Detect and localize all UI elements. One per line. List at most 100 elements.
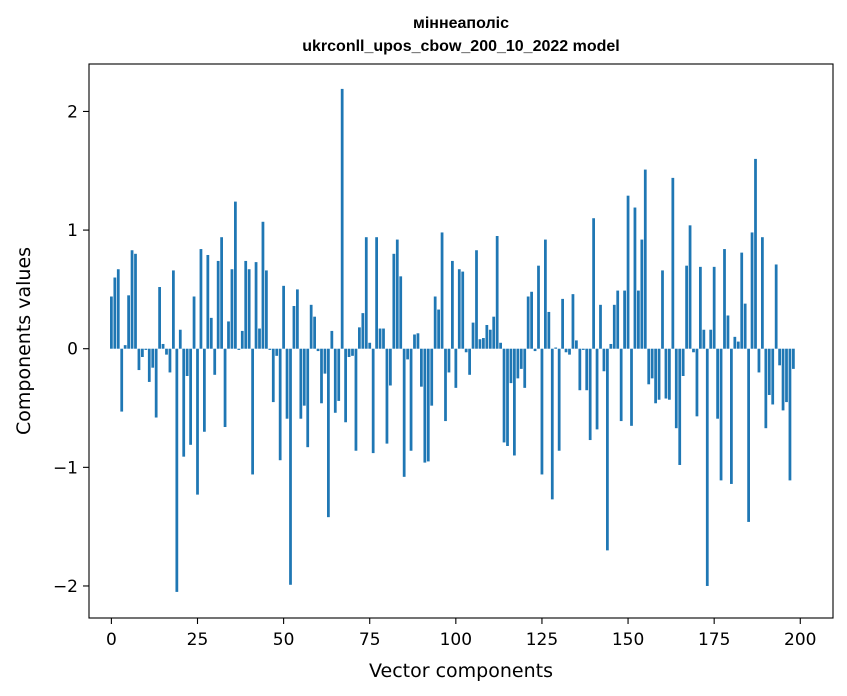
bar-20 <box>178 329 182 349</box>
bar-112 <box>495 236 499 349</box>
bar-1 <box>113 277 117 349</box>
bar-3 <box>120 348 124 412</box>
bar-65 <box>333 348 337 413</box>
bar-7 <box>134 253 137 349</box>
bar-55 <box>299 348 303 419</box>
bar-37 <box>237 348 241 350</box>
bar-64 <box>330 330 334 349</box>
x-tick-label: 175 <box>698 630 730 650</box>
bar-103 <box>464 348 468 353</box>
bar-84 <box>399 276 403 349</box>
bar-160 <box>661 270 664 349</box>
bar-79 <box>382 328 385 349</box>
bar-127 <box>547 311 551 349</box>
bar-149 <box>623 290 626 349</box>
bar-181 <box>733 336 737 349</box>
bar-93 <box>430 348 434 406</box>
bar-132 <box>564 348 568 353</box>
bar-136 <box>578 348 582 391</box>
bar-182 <box>736 341 740 349</box>
x-tick-label: 25 <box>187 630 209 650</box>
chart-subtitle: ukrconll_upos_cbow_200_10_2022 model <box>302 38 619 55</box>
bar-184 <box>743 303 747 349</box>
bar-19 <box>175 348 179 592</box>
bar-171 <box>699 266 702 349</box>
bar-67 <box>340 88 344 349</box>
bar-130 <box>557 348 561 451</box>
bar-17 <box>168 348 172 373</box>
bar-39 <box>244 260 248 349</box>
bar-86 <box>406 348 409 360</box>
bar-116 <box>509 348 513 384</box>
bar-47 <box>271 348 275 403</box>
bar-170 <box>695 348 699 417</box>
bar-134 <box>571 294 575 349</box>
bar-83 <box>395 239 399 349</box>
bar-192 <box>771 348 775 405</box>
bar-77 <box>375 237 378 349</box>
bar-100 <box>454 348 458 388</box>
bar-102 <box>461 271 465 349</box>
bar-27 <box>203 348 206 432</box>
bar-190 <box>764 348 768 429</box>
bar-87 <box>409 348 413 451</box>
bar-154 <box>640 239 644 349</box>
bar-75 <box>368 342 372 349</box>
x-tick-label: 100 <box>440 630 472 650</box>
bar-166 <box>681 348 685 376</box>
bar-30 <box>213 348 217 375</box>
bar-194 <box>778 348 781 366</box>
bar-177 <box>719 348 723 481</box>
bar-146 <box>612 304 616 349</box>
bar-5 <box>127 295 130 349</box>
bar-180 <box>730 348 733 484</box>
bar-94 <box>433 296 437 349</box>
bar-118 <box>516 348 520 379</box>
bar-155 <box>643 169 647 349</box>
bar-52 <box>289 348 292 585</box>
bar-138 <box>585 348 589 391</box>
bar-187 <box>754 158 757 349</box>
bar-82 <box>392 253 396 349</box>
bar-125 <box>540 348 544 475</box>
bar-161 <box>664 348 668 399</box>
bar-48 <box>275 348 279 356</box>
bar-169 <box>692 348 695 353</box>
bar-44 <box>261 221 265 349</box>
bar-168 <box>688 225 692 349</box>
bar-105 <box>471 322 475 349</box>
bar-122 <box>530 291 533 349</box>
bar-167 <box>685 265 688 349</box>
bar-104 <box>468 348 471 375</box>
bar-89 <box>416 333 420 349</box>
bar-123 <box>533 348 537 352</box>
bar-25 <box>196 348 199 495</box>
bar-10 <box>144 348 148 350</box>
bar-69 <box>347 348 351 358</box>
bar-22 <box>185 348 189 376</box>
bar-18 <box>172 270 175 349</box>
bar-24 <box>192 296 196 349</box>
bar-57 <box>306 348 310 448</box>
bar-111 <box>492 316 496 349</box>
x-tick-label: 75 <box>359 630 381 650</box>
bar-135 <box>575 340 578 349</box>
bar-2 <box>116 269 120 349</box>
y-tick-label: 2 <box>67 102 78 122</box>
bar-144 <box>606 348 609 551</box>
bar-16 <box>165 348 168 355</box>
bar-163 <box>671 177 675 349</box>
bar-92 <box>426 348 430 462</box>
bar-195 <box>781 348 785 411</box>
chart-title: міннеаполіс <box>413 15 509 32</box>
bar-101 <box>457 269 461 349</box>
bar-148 <box>619 348 623 422</box>
bar-29 <box>209 317 213 349</box>
y-tick-label: 1 <box>67 221 78 241</box>
bar-15 <box>161 343 165 349</box>
bar-124 <box>537 265 540 349</box>
x-tick-label: 50 <box>273 630 295 650</box>
bar-152 <box>633 207 637 349</box>
bar-165 <box>678 348 682 465</box>
